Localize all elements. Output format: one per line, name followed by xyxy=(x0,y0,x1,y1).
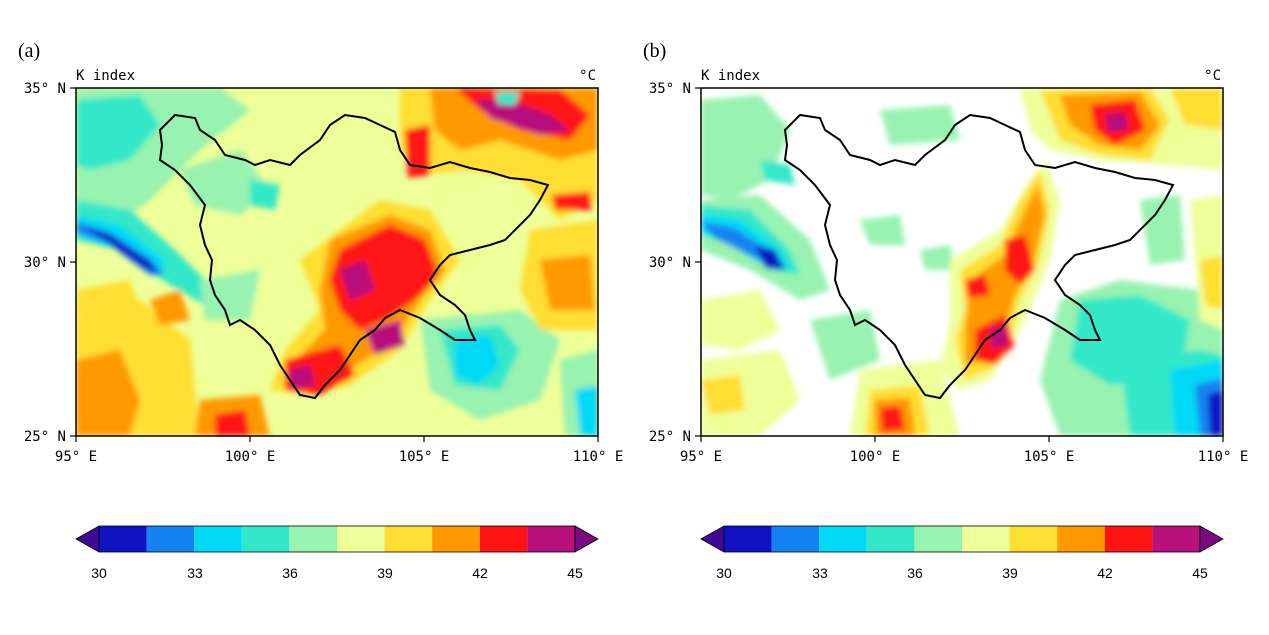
panel-a-cb-tick-5: 45 xyxy=(567,565,583,581)
panel-b-cb-swatch-6 xyxy=(1009,526,1058,552)
panel-a-title: K index xyxy=(76,68,135,84)
panel-a-cb-arrow-left xyxy=(75,525,100,553)
panel-a-cb-swatch-5 xyxy=(337,526,385,552)
panel-a-ytick-0: 35° N xyxy=(24,81,66,97)
panel-a-colorbar-labels: 30 33 36 39 42 45 xyxy=(91,565,583,581)
panel-b-cb-frame xyxy=(723,525,1201,553)
panel-b: (b) K index °C xyxy=(643,40,1248,581)
panel-b-cb-tick-2: 36 xyxy=(907,565,923,581)
panel-b-ytick-2: 25° N xyxy=(649,429,691,445)
panel-a-cb-swatch-2 xyxy=(194,526,242,552)
panel-a-xtick-0: 95° E xyxy=(55,449,97,465)
panel-b-cb-swatch-7 xyxy=(1057,526,1105,552)
panel-b-field xyxy=(701,88,1223,436)
panel-a-ticks xyxy=(70,87,599,442)
panel-a-boundary xyxy=(158,113,550,400)
panel-a-cb-arrow-right xyxy=(574,525,599,553)
panel-b-cb-swatch-9 xyxy=(1152,526,1200,552)
panel-a-ytick-2: 25° N xyxy=(24,429,66,445)
panel-a-xtick-2: 105° E xyxy=(399,449,450,465)
panel-a-cb-swatch-4 xyxy=(289,526,337,552)
panel-a-cb-tick-2: 36 xyxy=(282,565,298,581)
panel-b-cb-arrow-right xyxy=(1199,525,1224,553)
panel-a-cb-swatch-8 xyxy=(479,526,528,552)
panel-b-letter: (b) xyxy=(643,40,666,62)
panel-b-cb-tick-3: 39 xyxy=(1002,565,1018,581)
panel-b-xtick-2: 105° E xyxy=(1024,449,1075,465)
panel-b-cb-tick-1: 33 xyxy=(812,565,828,581)
panel-b-boundary xyxy=(783,113,1175,400)
panel-b-ytick-1: 30° N xyxy=(649,255,691,271)
panel-b-xtick-3: 110° E xyxy=(1198,449,1249,465)
panel-a-field xyxy=(76,88,598,436)
panel-a-units: °C xyxy=(579,68,596,84)
panel-a-xtick-1: 100° E xyxy=(225,449,276,465)
panel-b-cb-swatch-3 xyxy=(866,526,915,552)
panel-b-cb-tick-4: 42 xyxy=(1097,565,1113,581)
panel-a-cb-tick-1: 33 xyxy=(187,565,203,581)
panel-b-cb-swatch-4 xyxy=(914,526,962,552)
panel-b-cb-arrow-left xyxy=(700,525,725,553)
panel-a-letter: (a) xyxy=(18,40,40,62)
panel-a-cb-frame xyxy=(98,525,576,553)
panel-a-colorbar xyxy=(75,525,599,553)
panel-b-cb-swatch-0 xyxy=(724,526,772,552)
panel-b-cb-swatch-2 xyxy=(819,526,867,552)
panel-b-ytick-0: 35° N xyxy=(649,81,691,97)
panel-a-xtick-3: 110° E xyxy=(573,449,624,465)
panel-a: (a) K index °C xyxy=(18,40,623,581)
panel-b-cb-swatch-1 xyxy=(771,526,820,552)
panel-a-cb-tick-0: 30 xyxy=(91,565,107,581)
panel-b-units: °C xyxy=(1204,68,1221,84)
panel-b-cb-tick-0: 30 xyxy=(716,565,732,581)
panel-a-cb-tick-3: 39 xyxy=(377,565,393,581)
panel-b-title: K index xyxy=(701,68,760,84)
panel-a-cb-swatch-3 xyxy=(241,526,290,552)
panel-b-cb-swatch-5 xyxy=(962,526,1010,552)
panel-b-xtick-1: 100° E xyxy=(850,449,901,465)
panel-a-cb-swatch-1 xyxy=(146,526,195,552)
panel-b-cb-tick-5: 45 xyxy=(1192,565,1208,581)
panel-b-ticks xyxy=(695,87,1224,442)
panel-a-ytick-1: 30° N xyxy=(24,255,66,271)
panel-a-cb-swatch-9 xyxy=(527,526,575,552)
panel-b-cb-swatch-8 xyxy=(1104,526,1153,552)
panel-a-cb-swatch-0 xyxy=(99,526,147,552)
panel-a-cb-swatch-6 xyxy=(384,526,433,552)
panel-b-colorbar-labels: 30 33 36 39 42 45 xyxy=(716,565,1208,581)
panel-b-xtick-0: 95° E xyxy=(680,449,722,465)
panel-a-cb-tick-4: 42 xyxy=(472,565,488,581)
panel-a-cb-swatch-7 xyxy=(432,526,480,552)
panel-b-colorbar xyxy=(700,525,1224,553)
